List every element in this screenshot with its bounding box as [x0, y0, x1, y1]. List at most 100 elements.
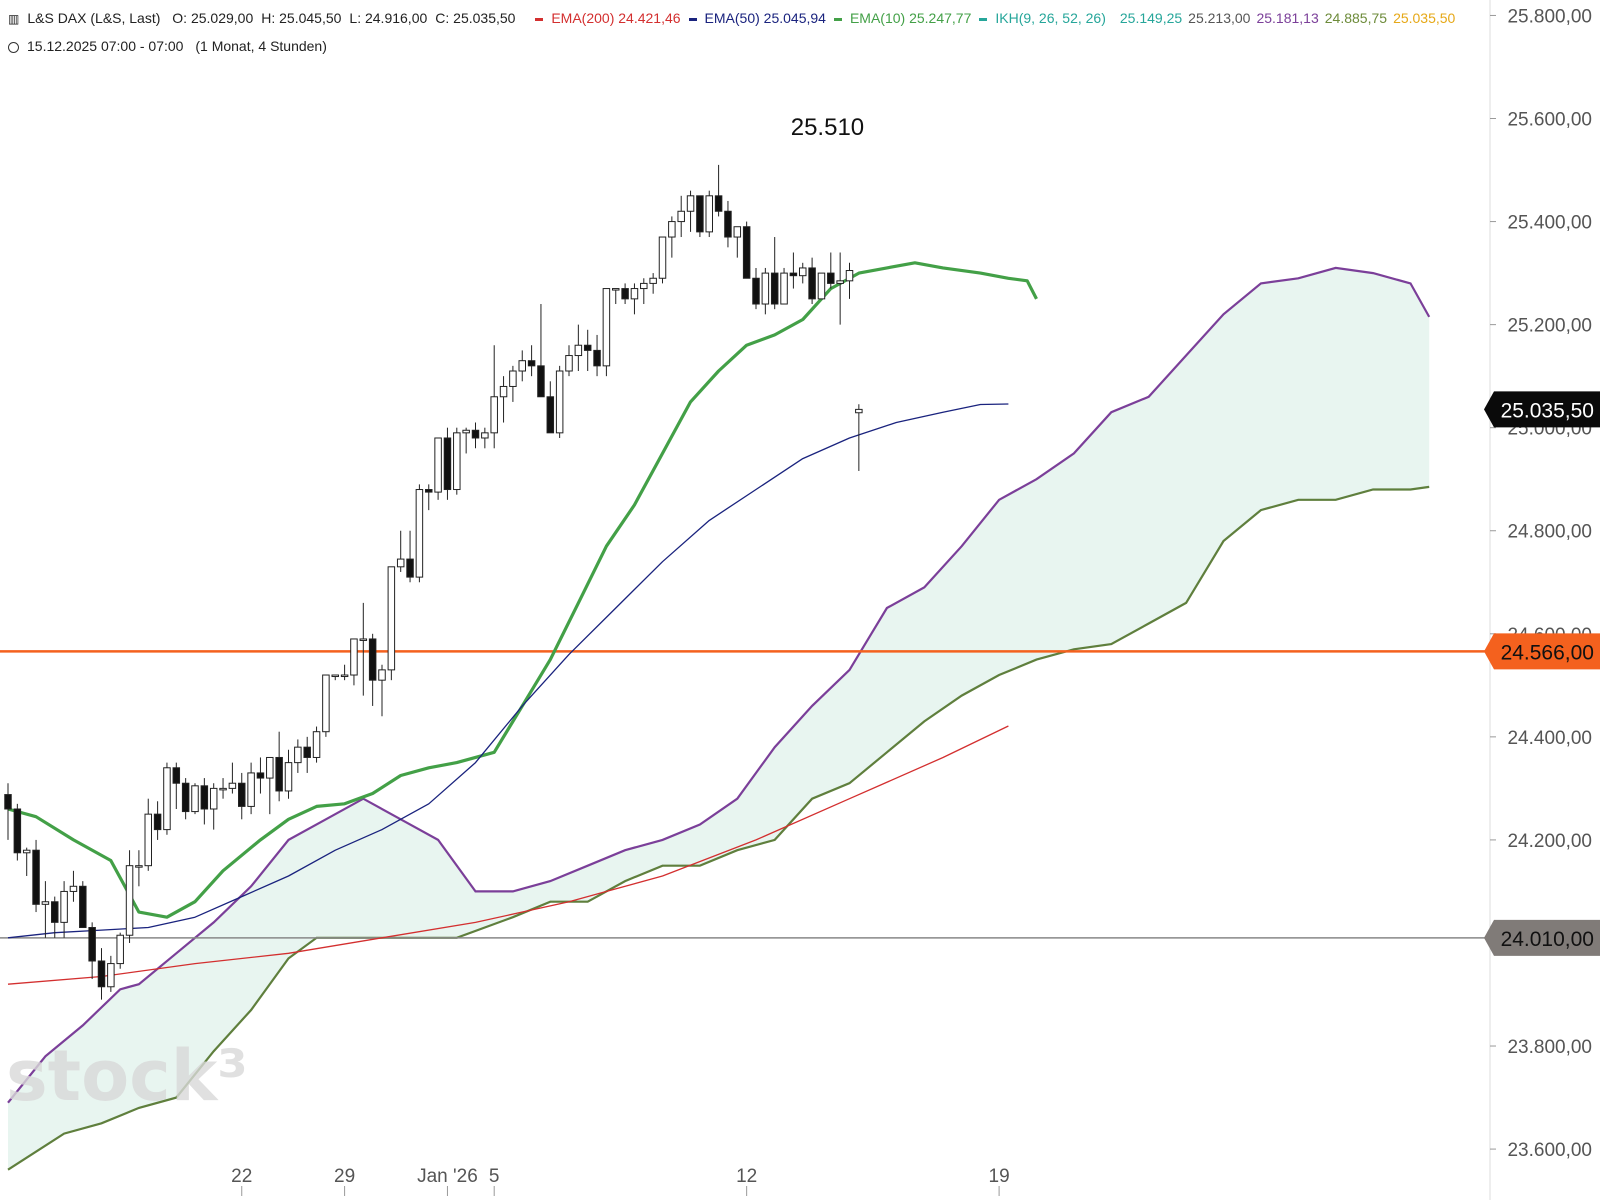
chart-subheader: 15.12.2025 07:00 - 07:00 (1 Monat, 4 Stu… — [8, 38, 335, 54]
candle-body-up — [490, 396, 498, 434]
candle-body-down — [13, 808, 22, 854]
candle — [181, 778, 190, 820]
series-line-ema10 — [7, 261, 1038, 919]
senkou-span-a — [7, 266, 1431, 1104]
candle-body-down — [368, 638, 377, 681]
candle-body-up — [817, 272, 826, 300]
candle-body-up — [340, 674, 349, 678]
candle-body-up — [312, 731, 321, 758]
candle-body-up — [705, 195, 713, 233]
candle — [574, 324, 583, 372]
level-box-resistance-label: 24.566,00 — [1501, 641, 1594, 664]
candle-body-down — [256, 772, 265, 779]
candle — [256, 757, 265, 794]
candle-body-up — [668, 221, 676, 238]
candle — [649, 273, 657, 294]
candle — [827, 252, 835, 289]
candle — [97, 948, 106, 1000]
candle — [415, 484, 424, 583]
candle — [144, 798, 152, 871]
candle-body-up — [247, 772, 255, 807]
candle — [51, 896, 59, 938]
clock-icon — [8, 42, 19, 53]
candle — [471, 422, 480, 449]
candle — [378, 664, 386, 717]
candle-body-up — [481, 432, 489, 439]
candle — [331, 674, 339, 681]
candle — [490, 345, 498, 449]
candle — [658, 236, 667, 284]
candle-body-up — [574, 344, 583, 357]
candle-body-down — [789, 272, 798, 277]
candle-body-up — [836, 280, 844, 284]
candle — [677, 195, 685, 238]
candle-body-down — [471, 429, 480, 439]
candle-body-up — [518, 360, 526, 372]
candle — [200, 778, 209, 825]
candle-body-up — [294, 746, 302, 764]
candle-body-down — [593, 349, 601, 367]
candle-body-up — [69, 885, 78, 892]
candle-body-up — [359, 638, 368, 641]
ikh-value-0: 25.149,25 — [1119, 10, 1183, 26]
candle — [499, 376, 508, 423]
time-axis[interactable]: 22 29 Jan '26 5 12 19 — [231, 1166, 1010, 1196]
candle-body-up — [780, 272, 788, 305]
candle — [209, 783, 218, 830]
candle-body-up — [116, 934, 124, 965]
candle-body-up — [209, 787, 218, 810]
candle-body-up — [649, 277, 657, 284]
price-tick-label: 24.200,00 — [1507, 831, 1592, 852]
level-box-support: 24.010,00 — [1484, 919, 1600, 956]
candle — [135, 850, 143, 887]
candle — [453, 427, 461, 495]
candle — [116, 932, 124, 969]
candle-body-up — [163, 767, 171, 831]
candle-body-up — [799, 267, 807, 277]
indicator-legend-ikh[interactable]: IKH(9, 26, 52, 26) 25.149,25 25.213,00 25.1… — [979, 10, 1455, 26]
candle — [284, 749, 293, 799]
candle-body-up — [733, 226, 742, 238]
candle — [724, 200, 732, 248]
bar-chart-icon: ▥ — [8, 12, 20, 26]
candle-body-up — [125, 865, 134, 936]
candle-body-up — [509, 370, 517, 387]
candle-body-up — [41, 901, 50, 905]
candle — [387, 566, 396, 681]
candle-body-up — [453, 432, 461, 491]
candle — [275, 731, 283, 802]
candle-body-up — [761, 272, 770, 305]
candle-body-down — [79, 885, 87, 929]
price-tick-label: 25.400,00 — [1507, 213, 1592, 234]
candle — [817, 272, 826, 300]
candle-body-up — [322, 674, 330, 733]
candle — [630, 283, 639, 315]
candle — [79, 881, 87, 929]
candle-body-up — [284, 762, 293, 792]
price-tick-label: 25.200,00 — [1507, 316, 1592, 337]
candle-body-down — [32, 849, 40, 905]
candle — [527, 345, 536, 377]
candle — [555, 365, 564, 438]
level-box-support-label: 24.010,00 — [1501, 928, 1594, 951]
ikh-value-3: 24.885,75 — [1324, 10, 1388, 26]
indicator-legend-2[interactable]: EMA(10) 25.247,77 — [833, 10, 971, 26]
candle — [780, 267, 788, 305]
high-annotation: 25.510 — [791, 114, 864, 141]
price-axis[interactable]: 23.600,0023.800,0024.000,0024.200,0024.4… — [1484, 0, 1600, 1200]
ohlc-3: C: 25.035,50 — [435, 10, 516, 26]
candle-body-down — [696, 195, 704, 233]
candle-body-up — [640, 282, 648, 290]
indicator-legend-1[interactable]: EMA(50) 25.045,94 — [688, 10, 826, 26]
indicator-legend-0[interactable]: EMA(200) 24.421,46 — [535, 10, 681, 26]
candle-body-up — [677, 210, 685, 223]
candle — [294, 739, 302, 773]
candle-body-up — [845, 270, 854, 282]
candle — [41, 881, 50, 938]
candle — [733, 226, 742, 258]
candle — [247, 762, 255, 815]
ichimoku-cloud — [7, 266, 1431, 1171]
candle — [640, 278, 648, 305]
level-box-resistance: 24.566,00 — [1484, 633, 1600, 670]
